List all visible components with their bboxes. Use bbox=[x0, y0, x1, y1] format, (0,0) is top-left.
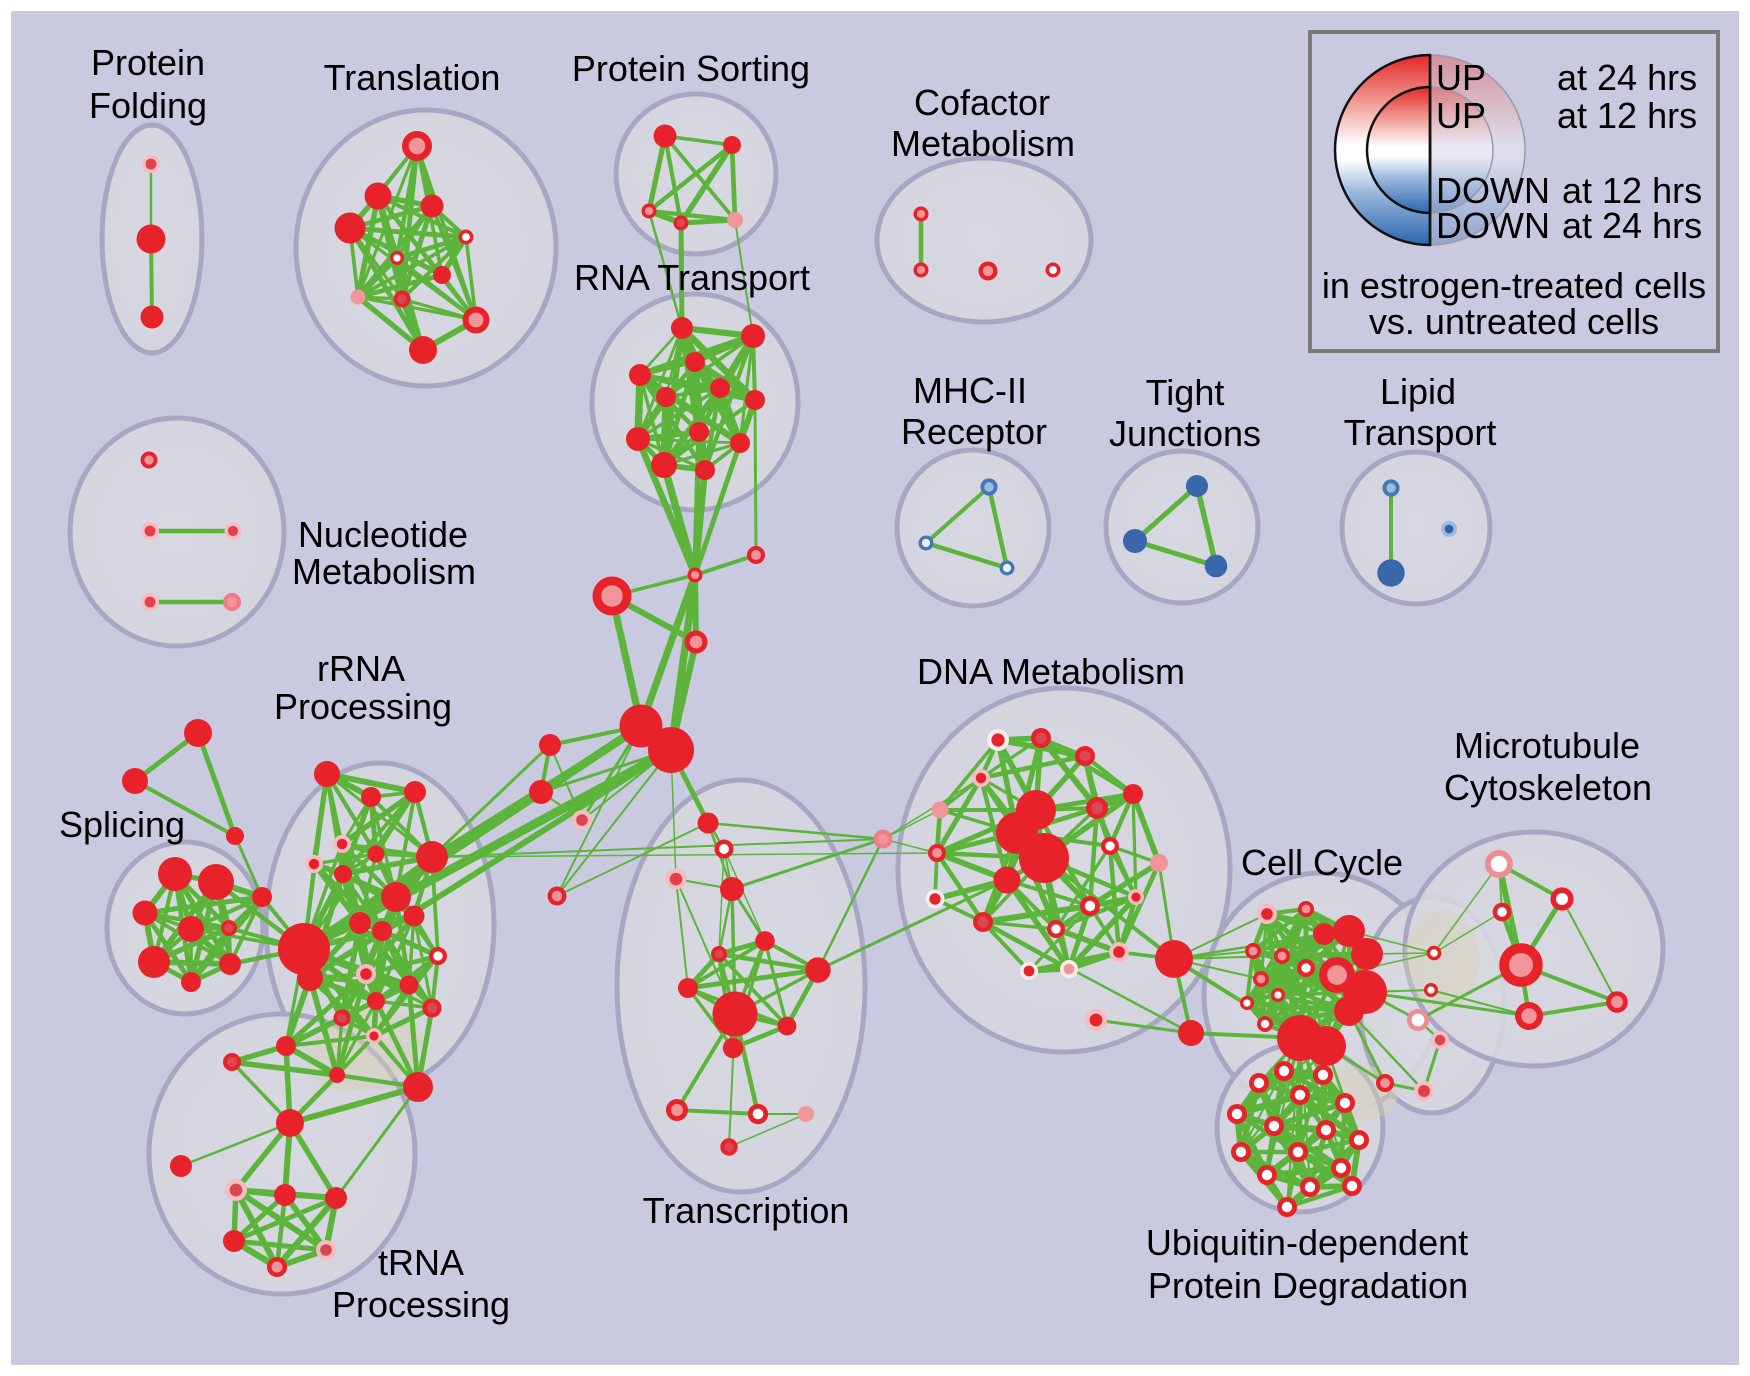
svg-text:DNA Metabolism: DNA Metabolism bbox=[917, 651, 1185, 692]
svg-text:Splicing: Splicing bbox=[59, 804, 185, 845]
svg-text:DOWN: DOWN bbox=[1436, 170, 1550, 211]
svg-text:Cofactor: Cofactor bbox=[914, 82, 1050, 123]
svg-text:Lipid: Lipid bbox=[1380, 371, 1456, 412]
svg-text:at 12 hrs: at 12 hrs bbox=[1557, 95, 1697, 136]
svg-text:Microtubule: Microtubule bbox=[1454, 725, 1640, 766]
svg-text:Protein Sorting: Protein Sorting bbox=[572, 48, 810, 89]
svg-text:Protein Degradation: Protein Degradation bbox=[1148, 1265, 1468, 1306]
svg-text:MHC-II: MHC-II bbox=[913, 370, 1027, 411]
svg-text:Translation: Translation bbox=[324, 57, 501, 98]
svg-text:Metabolism: Metabolism bbox=[292, 551, 476, 592]
svg-text:at 12 hrs: at 12 hrs bbox=[1562, 170, 1702, 211]
svg-text:Metabolism: Metabolism bbox=[891, 123, 1075, 164]
svg-text:Cell Cycle: Cell Cycle bbox=[1241, 842, 1403, 883]
svg-text:at 24 hrs: at 24 hrs bbox=[1562, 205, 1702, 246]
svg-text:Transport: Transport bbox=[1344, 412, 1497, 453]
svg-text:at 24 hrs: at 24 hrs bbox=[1557, 57, 1697, 98]
svg-text:Junctions: Junctions bbox=[1109, 413, 1261, 454]
svg-text:rRNA: rRNA bbox=[317, 648, 405, 689]
svg-text:Processing: Processing bbox=[274, 686, 452, 727]
svg-text:DOWN: DOWN bbox=[1436, 205, 1550, 246]
svg-text:UP: UP bbox=[1436, 57, 1486, 98]
svg-text:Cytoskeleton: Cytoskeleton bbox=[1444, 767, 1652, 808]
svg-text:Ubiquitin-dependent: Ubiquitin-dependent bbox=[1146, 1222, 1468, 1263]
svg-text:in estrogen-treated cells: in estrogen-treated cells bbox=[1322, 265, 1706, 306]
svg-text:Folding: Folding bbox=[89, 85, 207, 126]
svg-text:Receptor: Receptor bbox=[901, 411, 1047, 452]
svg-text:Transcription: Transcription bbox=[643, 1190, 850, 1231]
svg-text:Tight: Tight bbox=[1146, 372, 1225, 413]
svg-text:RNA Transport: RNA Transport bbox=[574, 257, 810, 298]
svg-text:tRNA: tRNA bbox=[378, 1242, 464, 1283]
svg-text:vs. untreated cells: vs. untreated cells bbox=[1369, 301, 1659, 342]
svg-text:UP: UP bbox=[1436, 95, 1486, 136]
svg-text:Processing: Processing bbox=[332, 1284, 510, 1325]
svg-text:Nucleotide: Nucleotide bbox=[298, 514, 468, 555]
svg-text:Protein: Protein bbox=[91, 42, 205, 83]
